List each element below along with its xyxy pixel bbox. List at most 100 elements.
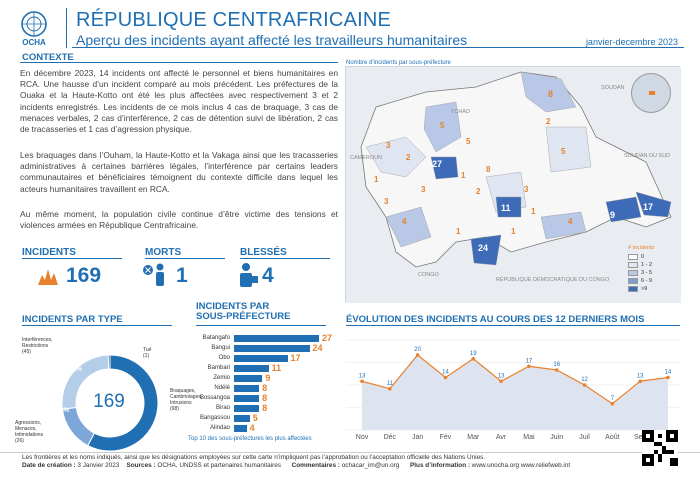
map-count: 24 — [478, 243, 489, 253]
bar-label: Alindao — [209, 425, 230, 431]
data-label: 19 — [470, 351, 477, 357]
bar — [234, 375, 263, 382]
legend-text: 3 - 5 — [641, 270, 653, 276]
map-count: 1 — [456, 227, 461, 236]
period-label: janvier-decembre 2023 — [585, 37, 678, 47]
data-label: 14 — [665, 370, 672, 376]
bar-label: Batangafo — [202, 335, 230, 341]
x-tick-label: Juil — [579, 434, 590, 441]
bar-value: 9 — [265, 373, 271, 383]
bar-value: 4 — [249, 423, 255, 433]
x-tick-label: Août — [605, 434, 620, 441]
context-divider — [20, 62, 338, 63]
evolution-divider — [346, 325, 680, 326]
bar — [234, 365, 269, 372]
evolution-title: ÉVOLUTION DES INCIDENTS AU COURS DES 12 … — [346, 314, 645, 325]
data-label: 13 — [498, 373, 505, 379]
bar-value: 8 — [262, 383, 268, 393]
footer-meta: Date de création : 3 Janvier 2023 Source… — [22, 462, 571, 469]
data-point — [582, 383, 587, 387]
bar — [234, 405, 260, 412]
country-label: CAMEROUN — [350, 155, 383, 161]
legend-text: >9 — [641, 286, 648, 292]
context-paragraph-2: Les braquages dans l’Ouham, la Haute-Kot… — [20, 150, 338, 194]
context-paragraph-1: En décembre 2023, 14 incidents ont affec… — [20, 68, 338, 135]
x-tick-label: Fév — [439, 434, 452, 441]
donut-label-agression: Agressions, Menaces, Intimidations (26) — [15, 420, 44, 444]
legend-swatch — [628, 278, 638, 284]
country-label: SOUDAN DU SUD — [624, 153, 671, 159]
data-point — [610, 401, 615, 406]
incidents-divider — [22, 258, 122, 259]
donut-total: 169 — [93, 391, 125, 412]
map-count: 2 — [546, 117, 551, 126]
x-tick-label: Avr — [495, 434, 507, 441]
area-fill — [362, 355, 668, 430]
map-count: 1 — [374, 175, 379, 184]
map-count: 4 — [402, 217, 407, 226]
by-subpref-divider — [196, 325, 326, 326]
org-name: OCHA — [22, 38, 46, 47]
map-count: 5 — [561, 147, 566, 156]
by-type-title: INCIDENTS PAR TYPE — [22, 314, 123, 325]
map-count: 3 — [524, 185, 529, 194]
legend-swatch — [628, 286, 638, 292]
data-point — [499, 379, 503, 384]
bar — [234, 335, 319, 342]
country-label: SOUDAN — [601, 85, 625, 91]
data-label: 14 — [442, 370, 449, 376]
map-count: 1 — [461, 171, 466, 180]
x-tick-label: Nov — [355, 434, 369, 441]
map-count: 3 — [421, 185, 426, 194]
map-legend: # incidents 0 1 - 2 3 - 5 6 - 9 >9 — [628, 245, 654, 293]
context-title: CONTEXTE — [22, 52, 74, 63]
by-type-divider — [22, 325, 172, 326]
x-tick-label: Mar — [467, 434, 480, 441]
map-count: 8 — [486, 165, 491, 174]
map-count: 9 — [610, 210, 616, 220]
legend-item: 6 - 9 — [628, 277, 654, 285]
map-count: 5 — [466, 137, 471, 146]
type-donut-chart — [61, 354, 159, 452]
x-tick-label: Jan — [411, 434, 424, 441]
incidents-value: 169 — [66, 264, 102, 287]
header-divider — [72, 47, 684, 48]
footer-disclaimer: Les frontières et les noms indiqués, ain… — [22, 454, 486, 461]
data-point — [666, 375, 670, 380]
data-point — [388, 386, 392, 391]
bar-value: 24 — [312, 343, 323, 353]
legend-item: 1 - 2 — [628, 261, 654, 269]
bar-value: 5 — [252, 413, 258, 423]
morts-label: MORTS — [145, 247, 182, 258]
by-subpref-title: INCIDENTS PAR SOUS-PRÉFECTURE — [196, 301, 291, 322]
qr-code-icon — [642, 430, 678, 466]
data-label: 16 — [553, 362, 560, 368]
incidents-label: INCIDENTS — [22, 247, 76, 258]
bar — [234, 385, 260, 392]
subpref-bar-chart: Batangafo 27 Bangui 24 Obo 17 Bambari 11 Zemio 9 N… — [180, 333, 340, 434]
legend-title: # incidents — [628, 245, 655, 251]
bar — [234, 345, 310, 352]
x-tick-label: Mai — [523, 434, 535, 441]
data-point — [360, 379, 364, 384]
map-count: 2 — [406, 153, 411, 162]
legend-item: 3 - 5 — [628, 269, 654, 277]
fatality-person-icon — [143, 263, 164, 286]
legend-text: 6 - 9 — [641, 278, 653, 284]
injured-person-icon — [240, 263, 258, 287]
map-count: 27 — [432, 159, 443, 169]
x-tick-label: Déc — [383, 434, 397, 441]
map-count: 2 — [476, 187, 481, 196]
donut-slice — [107, 354, 111, 370]
data-point — [638, 379, 642, 384]
data-label: 11 — [387, 381, 394, 387]
bar-label: Birao — [215, 405, 230, 411]
bar-label: Ndélé — [214, 385, 230, 391]
map-count: 4 — [568, 217, 573, 226]
data-label: 13 — [359, 373, 366, 379]
subpref-note: Top 10 des sous-préfectures les plus aff… — [188, 436, 312, 442]
data-point — [415, 353, 420, 357]
map-count: 1 — [511, 227, 516, 236]
map-count: 3 — [386, 141, 391, 150]
footer-divider — [0, 452, 700, 453]
